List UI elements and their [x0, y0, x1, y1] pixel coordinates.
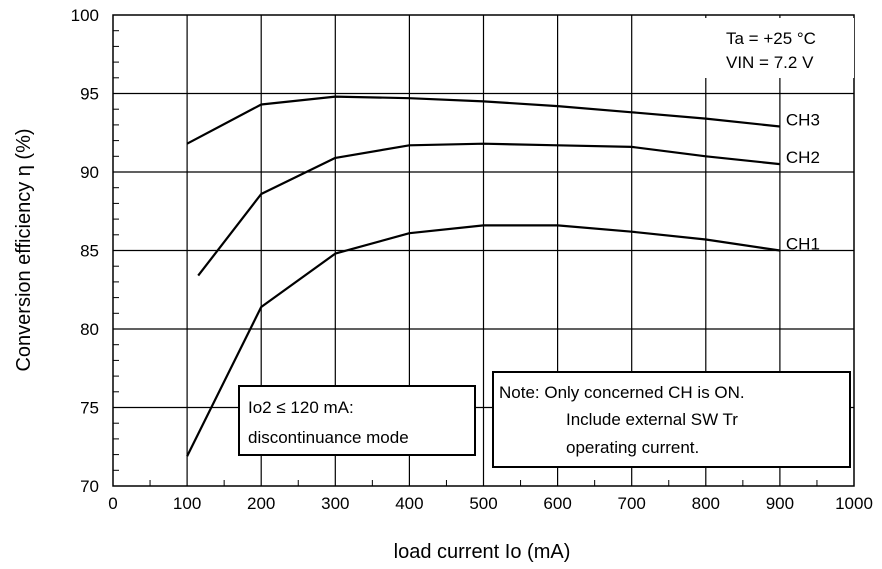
- y-tick-label: 90: [80, 163, 99, 182]
- x-tick-label: 500: [469, 494, 497, 513]
- x-axis-title: load current Io (mA): [394, 541, 571, 563]
- x-tick-label: 700: [618, 494, 646, 513]
- y-tick-label: 85: [80, 242, 99, 261]
- y-tick-label: 70: [80, 477, 99, 496]
- mode-note-box: Io2 ≤ 120 mA: discontinuance mode: [238, 385, 476, 456]
- series-line-ch1: [186, 224, 781, 457]
- plot-frame: [112, 14, 855, 487]
- y-tick-label: 95: [80, 85, 99, 104]
- axis-ticks: 0 100 200 300 400 500 600 700 800 900 1000 70 75 80 85…: [71, 6, 873, 513]
- x-tick-label: 100: [173, 494, 201, 513]
- x-tick-label: 1000: [835, 494, 873, 513]
- y-tick-label: 80: [80, 320, 99, 339]
- note-line-3: operating current.: [566, 438, 699, 457]
- x-tick-label: 400: [395, 494, 423, 513]
- mode-note-line-2: discontinuance mode: [248, 428, 409, 447]
- x-tick-label: 0: [108, 494, 117, 513]
- series-label-ch3: CH3: [786, 110, 820, 129]
- note-line-1: Note: Only concerned CH is ON.: [499, 383, 745, 402]
- x-tick-label: 800: [692, 494, 720, 513]
- series-line-ch2: [197, 142, 781, 277]
- x-tick-label: 900: [766, 494, 794, 513]
- mode-note-line-1: Io2 ≤ 120 mA:: [248, 398, 354, 417]
- note-line-2: Include external SW Tr: [566, 410, 738, 429]
- series-label-ch1: CH1: [786, 235, 820, 254]
- y-tick-label: 75: [80, 399, 99, 418]
- grid: [113, 15, 854, 486]
- y-axis-title: Conversion efficiency η (%): [13, 128, 35, 371]
- conditions-box: Ta = +25 °C VIN = 7.2 V: [704, 18, 854, 78]
- x-tick-label: 300: [321, 494, 349, 513]
- x-tick-label: 600: [543, 494, 571, 513]
- x-tick-label: 200: [247, 494, 275, 513]
- series-label-ch2: CH2: [786, 148, 820, 167]
- y-tick-label: 100: [71, 6, 99, 25]
- series-line-ch3: [186, 95, 781, 145]
- series-lines: CH3 CH2 CH1: [186, 95, 820, 457]
- condition-temperature: Ta = +25 °C: [726, 29, 816, 48]
- note-box: Note: Only concerned CH is ON. Include e…: [492, 371, 851, 468]
- condition-vin: VIN = 7.2 V: [726, 53, 814, 72]
